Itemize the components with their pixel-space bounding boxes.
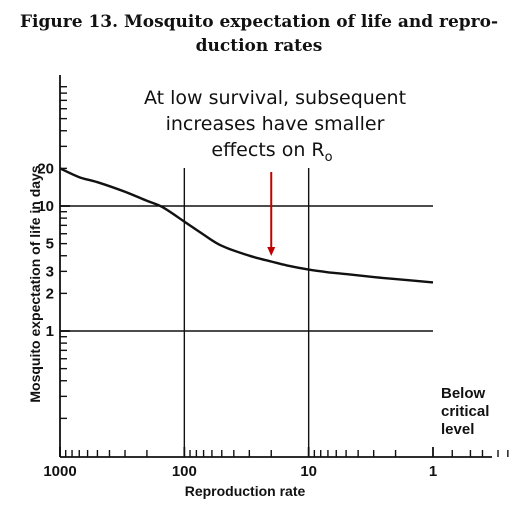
y-tick-label-2: 2 <box>46 285 54 302</box>
x-tick-label-1000: 1000 <box>43 463 76 480</box>
y-tick-label-5: 5 <box>46 236 54 253</box>
grid-lines <box>60 168 433 457</box>
y-tick-label-1: 1 <box>46 323 54 340</box>
chart-title-line-2: duction rates <box>196 36 323 56</box>
x-axis-label: Reproduction rate <box>185 483 306 499</box>
annotation-subscript: o <box>325 150 333 165</box>
chart-title-line-1: Figure 13. Mosquito expectation of life … <box>20 12 498 32</box>
x-tick-label-100: 100 <box>172 463 197 480</box>
y-tick-label-20: 20 <box>37 160 54 177</box>
annotation-line-3: effects on Ro <box>211 139 332 165</box>
x-tick-label-1: 1 <box>429 463 437 480</box>
tick-marks <box>59 86 509 457</box>
annotation-line-2: increases have smaller <box>166 113 385 135</box>
note-line-1: Below <box>441 385 486 402</box>
annotation-arrow <box>267 172 276 256</box>
annotation-line-1: At low survival, subsequent <box>144 87 406 109</box>
y-tick-label-3: 3 <box>46 263 54 280</box>
axes <box>59 75 492 458</box>
data-series <box>59 167 434 284</box>
annotation-line-3-text: effects on R <box>211 139 324 161</box>
y-tick-label-10: 10 <box>37 198 54 215</box>
x-tick-labels: 1000 100 10 1 <box>43 463 437 480</box>
y-axis-label: Mosquito expectation of life in days <box>27 165 43 402</box>
arrow-head <box>267 246 276 256</box>
series-line-0 <box>59 167 434 284</box>
y-tick-labels: 20 10 5 3 2 1 <box>37 160 54 340</box>
note-line-3: level <box>441 421 474 438</box>
note-line-2: critical <box>441 403 489 420</box>
x-tick-label-10: 10 <box>300 463 317 480</box>
